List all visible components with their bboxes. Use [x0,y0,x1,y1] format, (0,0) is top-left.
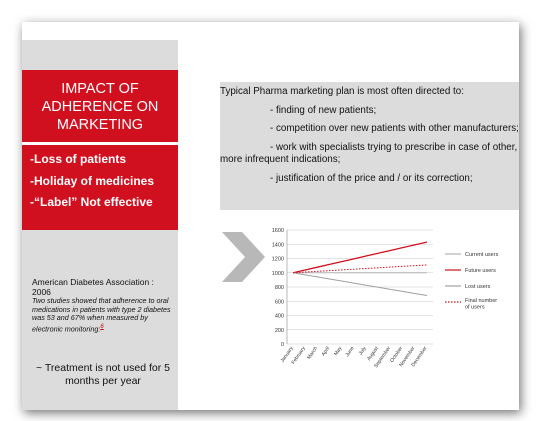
chevron-shape [222,232,265,282]
citation-source: American Diabetes Association : 2006 [32,277,154,297]
y-tick-label: 1400 [272,242,284,248]
x-tick-label: April [321,346,332,358]
y-tick-label: 400 [275,314,284,320]
citation-body: Two studies showed that adherence to ora… [32,296,171,333]
series-line [292,272,428,297]
panel-title: IMPACT OF ADHERENCE ON MARKETING [41,81,159,133]
slide: IMPACT OF ADHERENCE ON MARKETING -Loss o… [22,22,519,410]
citation-text: Two studies showed that adherence to ora… [32,296,174,333]
legend-label: Final number of users [465,298,497,311]
x-tick-label: June [344,346,355,359]
legend-label: Current users [465,252,499,258]
plan-item: - competition over new patients with oth… [270,123,519,134]
legend-label: Lost users [465,284,491,290]
note: ~ Treatment is not used for 5 months per… [36,362,170,387]
y-tick-label: 800 [275,285,284,291]
x-tick-label: March [306,346,319,361]
citation: American Diabetes Association : 2006 Two… [32,277,174,333]
citation-ref[interactable]: 6 [100,323,104,330]
series-line [292,241,428,274]
legend-label-line: Final number [465,298,497,304]
chevron [222,232,265,282]
red-panel: IMPACT OF ADHERENCE ON MARKETING -Loss o… [22,70,178,230]
x-tick-label: May [333,345,344,357]
legend-label: Future users [465,268,496,274]
legend-label-line: of users [465,305,485,311]
bullet: -Holiday of medicines [30,174,155,188]
plan-item: - justification of the price and / or it… [270,172,473,184]
y-tick-label: 1000 [272,271,284,277]
bullet: -Loss of patients [30,152,127,166]
plan-item: - finding of new patients; [270,104,377,116]
plan-item: - work with specialists trying to prescr… [220,141,518,166]
y-tick-label: 0 [281,342,284,348]
y-tick-label: 200 [275,328,284,334]
y-tick-label: 600 [275,299,284,305]
y-tick-label: 1200 [272,257,284,263]
bullet: -“Label” Not effective [30,195,153,209]
chart: 02004006008001000120014001600JanuaryFebr… [272,228,499,369]
plan-intro: Typical Pharma marketing plan is most of… [220,86,464,97]
divider [22,142,178,145]
series-line [293,264,427,274]
x-tick-label: July [358,345,368,356]
plan-box: Typical Pharma marketing plan is most of… [220,82,519,210]
y-tick-label: 1600 [272,228,284,234]
